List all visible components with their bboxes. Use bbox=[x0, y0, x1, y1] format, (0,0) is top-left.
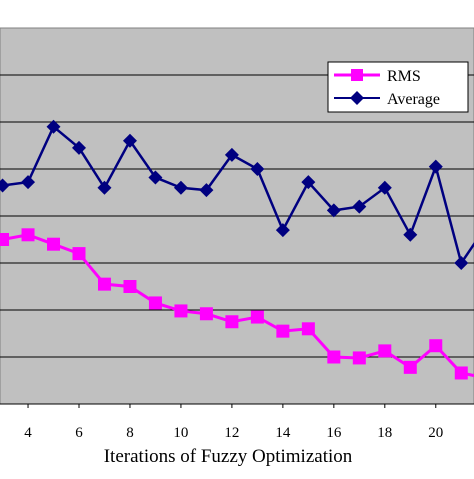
data-point-rms bbox=[72, 247, 86, 261]
x-tick-label: 4 bbox=[24, 425, 32, 441]
data-point-rms bbox=[403, 360, 417, 374]
data-point-average bbox=[148, 170, 163, 185]
x-tick-label: 18 bbox=[377, 425, 392, 441]
x-axis-title: Iterations of Fuzzy Optimization bbox=[104, 446, 353, 467]
data-point-average bbox=[97, 180, 112, 195]
data-point-average bbox=[326, 203, 341, 218]
x-tick-label: 10 bbox=[173, 425, 188, 441]
legend-marker-average bbox=[350, 91, 364, 105]
data-point-average bbox=[199, 183, 214, 198]
data-point-rms bbox=[123, 280, 137, 293]
data-point-average bbox=[275, 223, 290, 238]
data-point-rms bbox=[454, 366, 468, 380]
data-point-average bbox=[224, 147, 239, 162]
data-point-rms bbox=[148, 296, 162, 310]
legend-label-rms: RMS bbox=[387, 68, 421, 85]
x-tick-label: 14 bbox=[275, 425, 291, 441]
data-point-rms bbox=[429, 339, 443, 353]
legend-marker-rms bbox=[351, 69, 363, 81]
x-tick-label: 20 bbox=[428, 425, 443, 441]
series-line-average bbox=[2, 124, 474, 266]
data-point-average bbox=[173, 180, 188, 195]
data-point-average bbox=[46, 119, 61, 134]
data-point-average bbox=[122, 133, 137, 148]
data-point-rms bbox=[225, 315, 239, 329]
data-point-average bbox=[403, 227, 418, 242]
data-point-average bbox=[454, 256, 469, 270]
legend-label-average: Average bbox=[387, 91, 440, 108]
data-point-rms bbox=[174, 304, 188, 318]
data-point-average bbox=[250, 162, 265, 176]
x-tick-label: 8 bbox=[126, 425, 134, 441]
data-point-rms bbox=[21, 228, 35, 242]
x-tick-label: 16 bbox=[326, 425, 342, 441]
x-tick-label: 12 bbox=[224, 425, 239, 441]
data-point-average bbox=[21, 175, 36, 190]
data-point-rms bbox=[47, 237, 61, 251]
data-point-average bbox=[377, 180, 392, 195]
data-point-average bbox=[301, 175, 316, 190]
data-point-rms bbox=[327, 350, 341, 364]
x-ticks: 4 6 8 10 12 14 16 18 20 bbox=[24, 404, 443, 441]
data-point-rms bbox=[199, 307, 213, 321]
x-tick-label: 6 bbox=[75, 425, 83, 441]
data-point-rms bbox=[0, 233, 10, 246]
data-point-rms bbox=[301, 322, 315, 336]
series-layer bbox=[0, 119, 474, 380]
data-point-average bbox=[72, 140, 86, 155]
data-point-rms bbox=[352, 351, 366, 365]
data-point-rms bbox=[276, 324, 290, 338]
data-point-rms bbox=[97, 277, 111, 291]
data-point-rms bbox=[378, 344, 392, 358]
data-point-average bbox=[352, 199, 367, 214]
data-point-average bbox=[428, 159, 443, 174]
data-point-average bbox=[0, 178, 10, 193]
legend: RMS Average bbox=[327, 61, 469, 113]
data-point-rms bbox=[250, 310, 264, 324]
